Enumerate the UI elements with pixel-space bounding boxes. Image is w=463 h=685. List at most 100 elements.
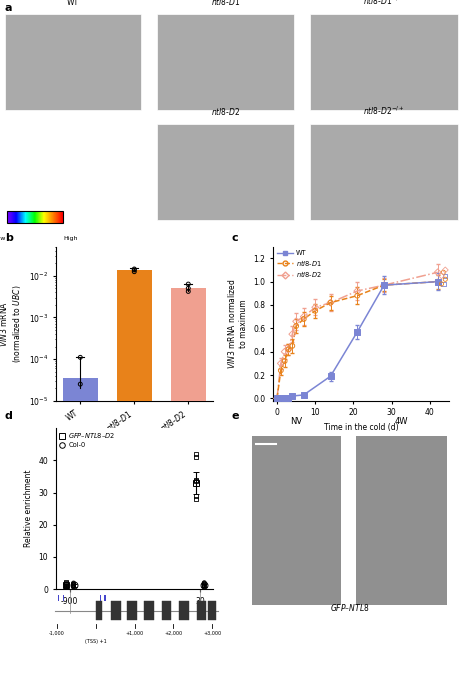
Bar xyxy=(117,270,152,685)
FancyBboxPatch shape xyxy=(157,124,294,221)
Point xyxy=(131,264,138,275)
Point xyxy=(300,314,307,325)
Point xyxy=(62,577,69,588)
Point xyxy=(76,352,84,363)
Point xyxy=(62,578,69,589)
Text: Low: Low xyxy=(0,236,6,240)
Bar xyxy=(112,601,121,620)
FancyBboxPatch shape xyxy=(5,14,141,110)
Bar xyxy=(127,601,137,620)
Point xyxy=(300,389,307,400)
FancyBboxPatch shape xyxy=(252,436,341,605)
Bar xyxy=(162,601,171,620)
Bar xyxy=(144,601,154,620)
Point xyxy=(434,276,441,287)
Point xyxy=(442,271,449,282)
Point xyxy=(193,449,200,460)
Text: 4W: 4W xyxy=(395,416,408,426)
Point xyxy=(70,580,77,590)
Point xyxy=(193,474,200,485)
Bar xyxy=(96,601,102,620)
Point xyxy=(434,266,441,278)
Point xyxy=(438,271,445,282)
Point xyxy=(76,379,84,390)
Point xyxy=(281,356,288,366)
Point xyxy=(70,581,77,592)
X-axis label: Time in the cold (d): Time in the cold (d) xyxy=(324,423,399,432)
Point xyxy=(193,493,200,504)
Point xyxy=(273,393,281,404)
Point xyxy=(70,580,77,590)
Point xyxy=(312,302,319,313)
Point xyxy=(273,393,281,404)
Point xyxy=(185,279,192,290)
Text: d: d xyxy=(5,411,13,421)
Point xyxy=(300,311,307,322)
Text: High: High xyxy=(63,236,78,240)
Point xyxy=(273,393,281,404)
Legend: WT, $\mathit{ntl8}$-$\mathit{D1}$, $\mathit{ntl8}$-$\mathit{D2}$: WT, $\mathit{ntl8}$-$\mathit{D1}$, $\mat… xyxy=(276,250,322,279)
Point xyxy=(440,279,447,290)
Point xyxy=(434,276,441,287)
Bar xyxy=(58,595,59,601)
Bar xyxy=(208,601,216,620)
Point xyxy=(200,582,208,593)
Text: NV: NV xyxy=(291,416,303,426)
Point xyxy=(288,340,296,351)
Point xyxy=(285,344,292,355)
Bar xyxy=(100,595,101,601)
Point xyxy=(442,274,449,285)
Point xyxy=(70,580,77,591)
Text: $\mathit{ntl8}$-$\mathit{D2}^{-/+}$: $\mathit{ntl8}$-$\mathit{D2}^{-/+}$ xyxy=(363,105,405,117)
Point xyxy=(131,266,138,277)
Point xyxy=(200,578,208,589)
Bar xyxy=(197,601,206,620)
Text: $\mathit{ntl8}$-$\mathit{D2}$: $\mathit{ntl8}$-$\mathit{D2}$ xyxy=(211,106,241,117)
Text: a: a xyxy=(5,3,12,14)
Point xyxy=(193,490,200,501)
Point xyxy=(62,582,69,593)
Text: c: c xyxy=(232,233,238,243)
Point xyxy=(312,306,319,316)
Bar xyxy=(171,288,206,685)
Text: WT: WT xyxy=(67,0,79,7)
Point xyxy=(354,286,361,297)
Point xyxy=(277,393,285,404)
Bar xyxy=(63,595,64,601)
Point xyxy=(62,580,69,590)
Text: $\mathit{ntl8}$-$\mathit{D1}$: $\mathit{ntl8}$-$\mathit{D1}$ xyxy=(211,0,241,7)
Point xyxy=(293,316,300,327)
Point xyxy=(70,579,77,590)
Y-axis label: Relative enrichment: Relative enrichment xyxy=(24,470,32,547)
Point xyxy=(288,329,296,340)
Point xyxy=(200,577,208,588)
Point xyxy=(277,365,285,376)
Point xyxy=(193,476,200,487)
Point xyxy=(381,279,388,290)
Point xyxy=(438,279,445,290)
Point xyxy=(70,578,77,589)
Point xyxy=(131,264,138,275)
Point xyxy=(327,297,334,308)
Point xyxy=(285,393,292,404)
Point xyxy=(327,297,334,308)
Text: b: b xyxy=(5,233,13,243)
Point xyxy=(288,390,296,401)
Point xyxy=(200,580,208,590)
Point xyxy=(200,580,208,591)
Point xyxy=(381,279,388,290)
Point xyxy=(440,266,447,278)
Point xyxy=(200,581,208,592)
Point xyxy=(62,579,69,590)
Point xyxy=(62,580,69,591)
Point xyxy=(200,579,208,590)
Bar xyxy=(105,595,106,601)
Y-axis label: $\mathit{VIN3}$ mRNA
(normalized to $\mathit{UBC}$): $\mathit{VIN3}$ mRNA (normalized to $\ma… xyxy=(0,284,23,363)
FancyBboxPatch shape xyxy=(310,124,458,221)
Point xyxy=(277,358,285,369)
FancyBboxPatch shape xyxy=(157,14,294,110)
Text: -1,000: -1,000 xyxy=(49,631,65,636)
Bar xyxy=(179,601,189,620)
Point xyxy=(285,344,292,355)
Text: +2,000: +2,000 xyxy=(164,631,182,636)
